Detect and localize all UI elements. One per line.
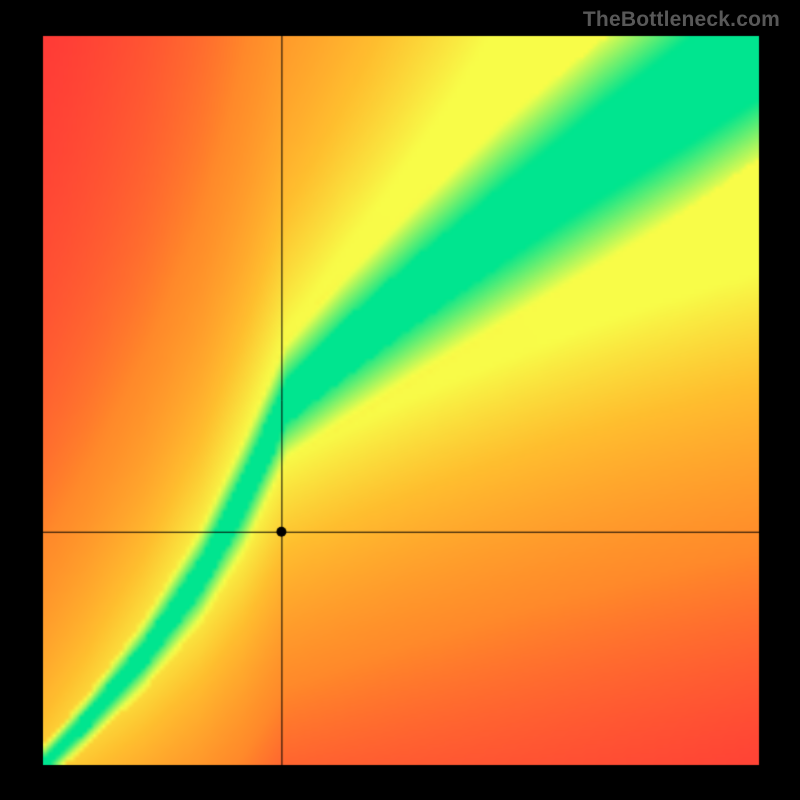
bottleneck-heatmap: [0, 0, 800, 800]
watermark: TheBottleneck.com: [583, 8, 780, 32]
